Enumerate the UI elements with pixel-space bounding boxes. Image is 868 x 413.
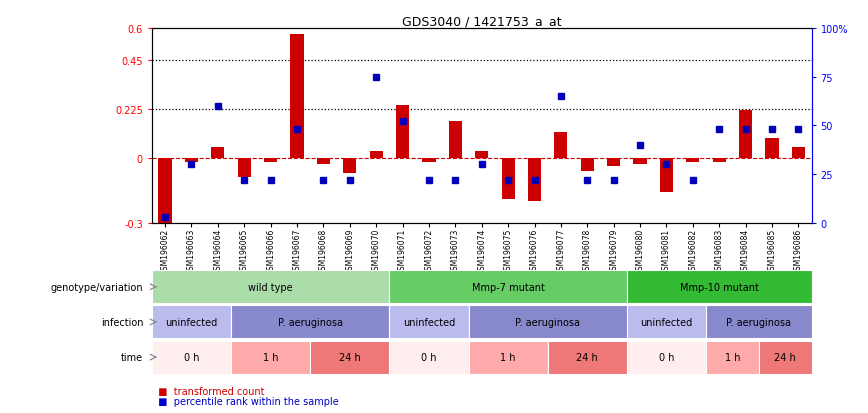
Text: 24 h: 24 h [774, 352, 796, 362]
Bar [310, 341, 390, 374]
Bar [390, 341, 469, 374]
Text: wild type: wild type [248, 282, 293, 292]
Text: uninfected: uninfected [641, 317, 693, 327]
Bar [469, 306, 627, 339]
Bar [528, 158, 541, 202]
Bar [152, 271, 390, 304]
Bar [548, 341, 627, 374]
Bar [581, 158, 594, 171]
Text: 1 h: 1 h [725, 352, 740, 362]
Bar [687, 158, 700, 163]
Text: infection: infection [101, 317, 143, 327]
Text: P. aeruginosa: P. aeruginosa [727, 317, 792, 327]
Text: Mmp-10 mutant: Mmp-10 mutant [680, 282, 759, 292]
Bar [317, 158, 330, 165]
Text: uninfected: uninfected [166, 317, 218, 327]
Title: GDS3040 / 1421753_a_at: GDS3040 / 1421753_a_at [402, 15, 562, 28]
Text: genotype/variation: genotype/variation [50, 282, 143, 292]
Text: 0 h: 0 h [659, 352, 674, 362]
Bar [185, 158, 198, 163]
Text: P. aeruginosa: P. aeruginosa [516, 317, 580, 327]
Text: 0 h: 0 h [184, 352, 200, 362]
Bar [766, 139, 779, 158]
Bar [607, 158, 621, 167]
Bar [713, 158, 726, 163]
Bar [396, 105, 409, 158]
Text: ■  percentile rank within the sample: ■ percentile rank within the sample [152, 396, 339, 406]
Bar [469, 341, 548, 374]
Bar [706, 306, 812, 339]
Text: 24 h: 24 h [576, 352, 598, 362]
Bar [423, 158, 436, 163]
Bar [211, 147, 225, 158]
Bar [390, 271, 627, 304]
Bar [660, 158, 673, 193]
Bar [759, 341, 812, 374]
Text: 1 h: 1 h [500, 352, 516, 362]
Bar [231, 306, 390, 339]
Bar [370, 152, 383, 158]
Bar [739, 111, 753, 158]
Bar [343, 158, 357, 173]
Bar [555, 133, 568, 158]
Bar [231, 341, 310, 374]
Text: time: time [122, 352, 143, 362]
Bar [449, 122, 462, 158]
Bar [627, 341, 706, 374]
Text: 1 h: 1 h [263, 352, 279, 362]
Bar [152, 341, 231, 374]
Text: ■  transformed count: ■ transformed count [152, 386, 265, 396]
Bar [627, 306, 706, 339]
Bar [502, 158, 515, 199]
Bar [475, 152, 489, 158]
Bar [238, 158, 251, 178]
Bar [706, 341, 759, 374]
Bar [152, 306, 231, 339]
Text: Mmp-7 mutant: Mmp-7 mutant [471, 282, 544, 292]
Bar [634, 158, 647, 165]
Bar [792, 147, 805, 158]
Text: P. aeruginosa: P. aeruginosa [278, 317, 343, 327]
Text: 24 h: 24 h [339, 352, 361, 362]
Text: 0 h: 0 h [421, 352, 437, 362]
Bar [627, 271, 812, 304]
Bar [390, 306, 469, 339]
Bar [264, 158, 277, 163]
Bar [291, 36, 304, 158]
Bar [159, 158, 172, 223]
Text: uninfected: uninfected [403, 317, 455, 327]
